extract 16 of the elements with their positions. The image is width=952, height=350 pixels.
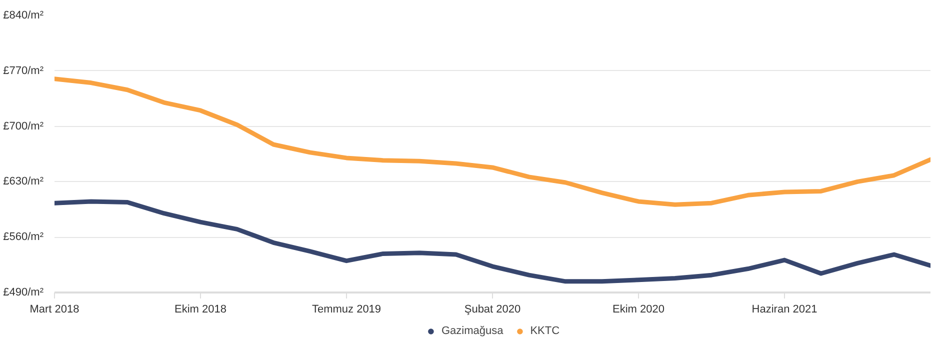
y-tick-label: £770/m² xyxy=(3,64,44,77)
x-tick-label: Ekim 2018 xyxy=(174,304,226,316)
x-tick-label: Temmuz 2019 xyxy=(312,304,382,316)
y-tick-label: £630/m² xyxy=(3,176,44,188)
line-series xyxy=(54,76,930,207)
x-tick-label: Mart 2018 xyxy=(30,304,80,316)
y-tick-label: £490/m² xyxy=(3,286,44,298)
y-tick-label: £560/m² xyxy=(3,231,44,244)
y-tick-label: £840/m² xyxy=(3,10,44,22)
line-series xyxy=(54,199,930,284)
x-tick-label: Ekim 2020 xyxy=(612,304,664,316)
y-tick-label: £700/m² xyxy=(3,120,44,132)
x-tick-label: Şubat 2020 xyxy=(464,304,521,316)
legend-label: KKTC xyxy=(530,325,560,337)
x-tick-label: Haziran 2021 xyxy=(752,304,818,316)
legend-label: Gazimağusa xyxy=(441,325,504,337)
